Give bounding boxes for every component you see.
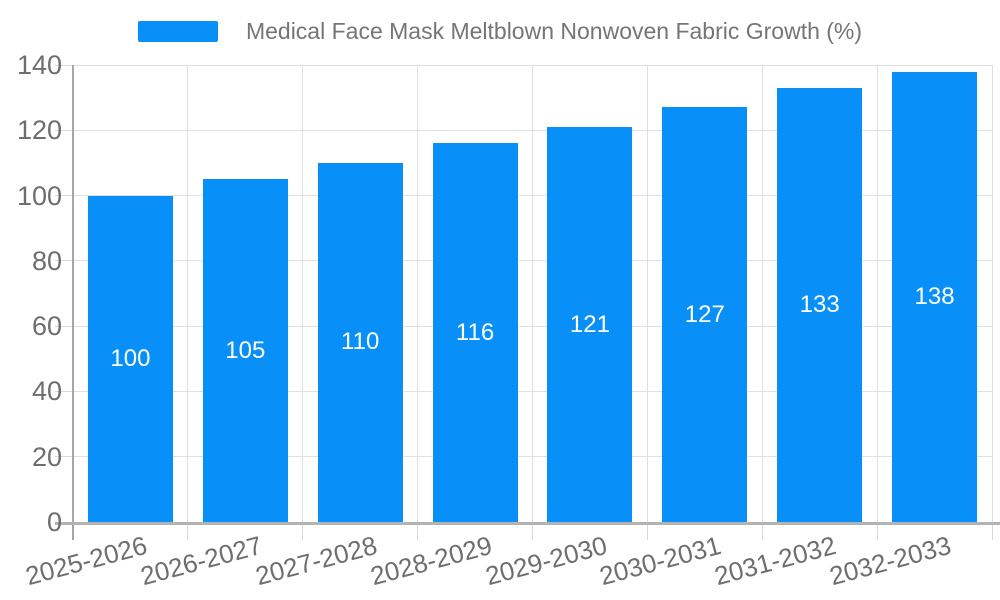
x-tick <box>187 522 189 540</box>
x-tick <box>302 522 304 540</box>
legend-label: Medical Face Mask Meltblown Nonwoven Fab… <box>245 18 863 44</box>
bar <box>432 143 518 522</box>
y-tick <box>55 390 73 392</box>
x-gridline <box>187 65 189 522</box>
y-tick-label: 60 <box>31 311 62 342</box>
bar <box>547 127 633 522</box>
bar <box>87 195 173 522</box>
bar-value-label: 121 <box>569 310 610 338</box>
bar <box>777 87 863 522</box>
bar-value-label: 105 <box>225 336 266 364</box>
y-tick <box>55 195 73 197</box>
x-gridline <box>532 65 533 522</box>
x-tick <box>646 522 648 540</box>
x-tick-label: 2025-2026 <box>22 530 151 592</box>
y-tick-label: 100 <box>16 180 62 211</box>
y-tick-label: 120 <box>16 115 62 146</box>
x-tick <box>761 522 763 540</box>
y-tick-label: 40 <box>31 376 62 407</box>
bar-value-label: 100 <box>110 344 151 372</box>
legend[interactable]: Medical Face Mask Meltblown Nonwoven Fab… <box>0 18 1000 44</box>
y-tick <box>55 64 73 66</box>
x-gridline <box>302 65 304 522</box>
legend-swatch <box>137 20 218 42</box>
x-tick-label: 2032-2033 <box>826 530 955 592</box>
y-tick <box>55 129 73 131</box>
x-gridline <box>991 65 993 522</box>
x-axis-line <box>55 522 1000 525</box>
x-tick <box>991 522 993 540</box>
x-tick <box>417 522 419 540</box>
y-axis-line <box>72 65 74 540</box>
bar <box>662 107 748 522</box>
x-gridline <box>876 65 878 522</box>
y-tick-label: 0 <box>46 507 62 537</box>
y-tick <box>55 260 73 262</box>
y-tick-label: 140 <box>16 50 62 80</box>
x-tick <box>876 522 878 540</box>
bar-value-label: 110 <box>341 328 380 356</box>
y-tick <box>55 456 73 458</box>
x-tick-label: 2031-2032 <box>711 530 840 592</box>
x-tick <box>532 522 533 540</box>
x-gridline <box>417 65 419 522</box>
x-tick-label: 2027-2028 <box>252 530 380 592</box>
x-tick-label: 2028-2029 <box>366 530 495 592</box>
bar-value-label: 116 <box>455 318 495 346</box>
bar-value-label: 138 <box>914 282 955 310</box>
y-tick-label: 20 <box>31 441 62 472</box>
x-tick-label: 2029-2030 <box>481 530 610 592</box>
bar <box>202 179 288 522</box>
x-gridline <box>761 65 763 522</box>
bar <box>317 162 403 522</box>
bar-value-label: 127 <box>684 300 725 328</box>
x-tick-label: 2030-2031 <box>596 530 725 592</box>
x-tick-label: 2026-2027 <box>137 530 266 592</box>
x-gridline <box>646 65 648 522</box>
bar <box>892 71 978 522</box>
y-tick-label: 80 <box>31 245 62 276</box>
y-tick <box>55 325 73 327</box>
bar-value-label: 133 <box>799 290 840 318</box>
